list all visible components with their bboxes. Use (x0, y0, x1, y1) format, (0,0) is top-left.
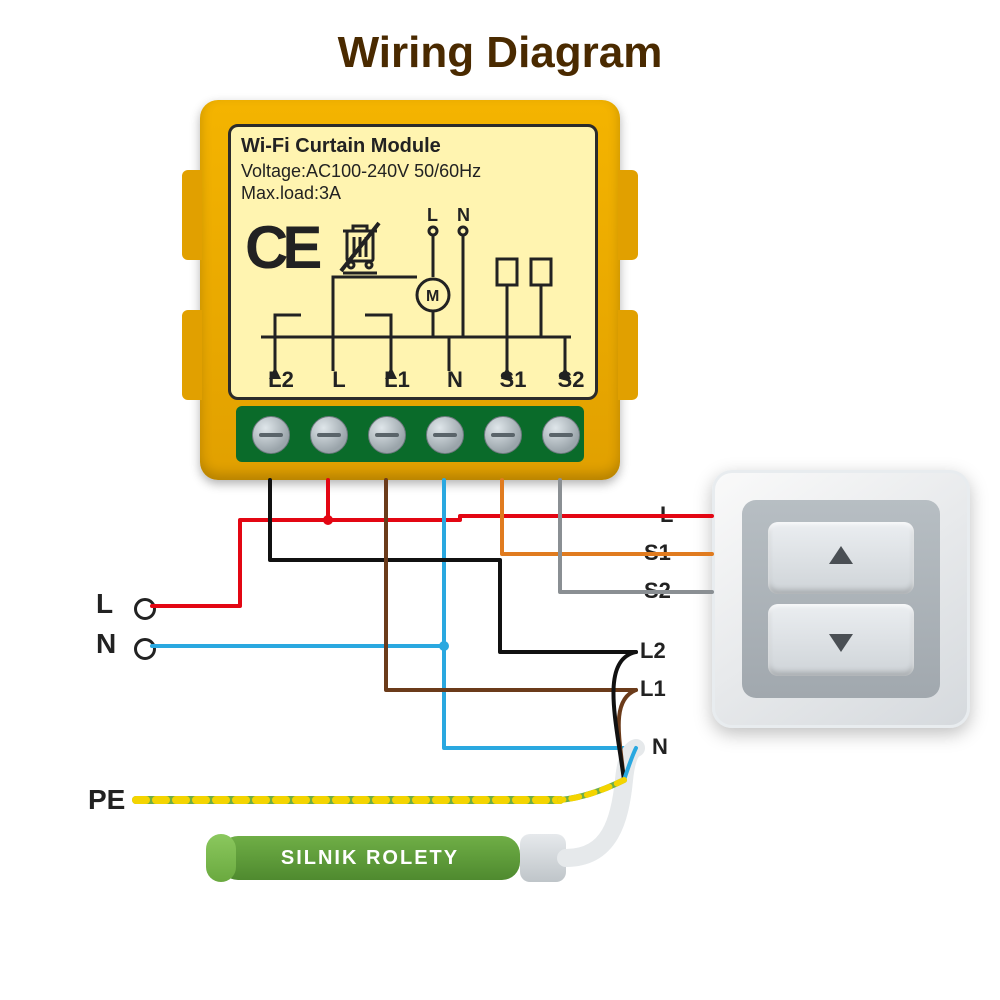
wiring-diagram: Wiring Diagram Wi-Fi Curtain Module Volt… (0, 0, 1000, 1000)
wiring (0, 0, 1000, 1000)
